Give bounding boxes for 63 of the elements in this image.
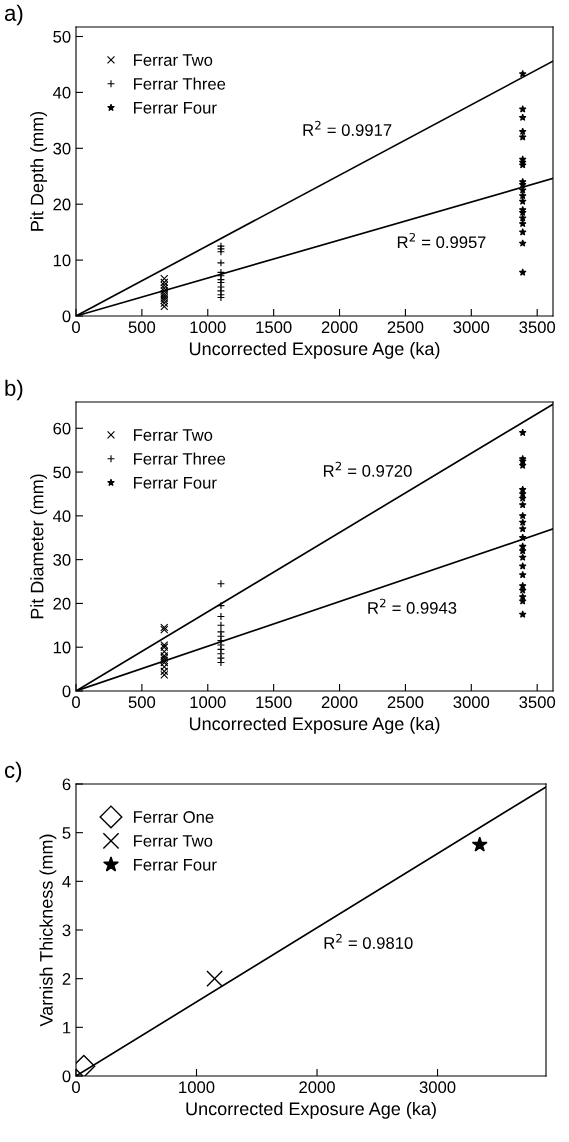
y-tick-label: 10 (53, 641, 71, 654)
y-tick-label: 0 (62, 685, 71, 698)
y-tick-label: 20 (53, 597, 71, 610)
y-tick-label: 60 (53, 422, 71, 435)
legend-label: Ferrar Three (134, 77, 226, 90)
x-tick-label: 2000 (321, 696, 358, 709)
y-tick-label: 6 (62, 778, 71, 791)
x-tick-label: 0 (72, 1081, 80, 1094)
y-tick-label: 40 (52, 510, 71, 523)
y-tick-label: 4 (62, 875, 71, 888)
x-tick-label: 1000 (190, 321, 226, 334)
x-tick-label: 3000 (453, 696, 490, 709)
y-tick-label: 2 (62, 973, 71, 985)
x-tick-label: 0 (72, 321, 80, 334)
y-axis-title: Varnish Thickness (mm) (39, 834, 57, 1027)
chart-title: a) (4, 4, 23, 26)
legend-label: Ferrar Two (134, 54, 213, 66)
x-tick-label: 500 (128, 696, 156, 709)
x-tick-label: 3500 (519, 321, 556, 334)
x-tick-label: 3500 (519, 696, 556, 709)
x-tick-label: 2500 (387, 696, 424, 709)
annotation: R$^{2}$ = 0.9720 (323, 461, 412, 477)
x-axis-title: Uncorrected Exposure Age (ka) (189, 716, 440, 734)
y-tick-label: 0 (62, 310, 71, 323)
x-tick-label: 1000 (190, 696, 226, 709)
legend-label: Ferrar Two (134, 429, 213, 441)
x-tick-label: 1000 (179, 1081, 215, 1094)
y-tick-label: 30 (53, 554, 71, 566)
x-tick-label: 500 (128, 321, 156, 334)
x-tick-label: 3000 (453, 321, 490, 334)
y-tick-label: 30 (53, 142, 71, 155)
annotation: R$^{2}$ = 0.9810 (324, 933, 413, 949)
legend-label: Ferrar Four (134, 477, 217, 489)
y-tick-label: 20 (53, 198, 71, 211)
y-tick-label: 3 (62, 924, 71, 937)
chart-title: b) (5, 379, 23, 401)
legend-label: Ferrar Two (134, 835, 213, 847)
x-tick-label: 2500 (387, 321, 424, 334)
annotation: R$^{2}$ = 0.9957 (397, 232, 486, 249)
x-tick-label: 2000 (299, 1081, 335, 1094)
y-tick-label: 50 (53, 466, 71, 479)
y-tick-label: 1 (63, 1021, 71, 1034)
x-axis-title: Uncorrected Exposure Age (ka) (186, 1101, 436, 1119)
y-tick-label: 0 (62, 1070, 71, 1083)
annotation: R$^{2}$ = 0.9917 (303, 120, 392, 136)
y-tick-label: 5 (62, 827, 71, 839)
annotation: R$^{2}$ = 0.9943 (368, 598, 457, 614)
legend-label: Ferrar One (134, 811, 214, 823)
y-axis-title: Pit Depth (mm) (30, 111, 48, 231)
y-tick-label: 50 (53, 30, 71, 43)
y-tick-label: 10 (53, 254, 71, 267)
chart-title: c) (4, 761, 22, 783)
x-axis-title: Uncorrected Exposure Age (ka) (189, 341, 440, 359)
legend-label: Ferrar Four (134, 859, 217, 871)
x-tick-label: 1500 (256, 696, 292, 709)
legend-label: Ferrar Three (134, 452, 226, 465)
y-axis-title: Pit Diameter (mm) (30, 474, 48, 619)
x-tick-label: 0 (72, 696, 80, 709)
x-tick-label: 3000 (419, 1081, 456, 1094)
legend-label: Ferrar Four (134, 102, 217, 114)
x-tick-label: 2000 (321, 321, 358, 334)
y-tick-label: 40 (52, 86, 71, 99)
x-tick-label: 1500 (256, 321, 292, 334)
